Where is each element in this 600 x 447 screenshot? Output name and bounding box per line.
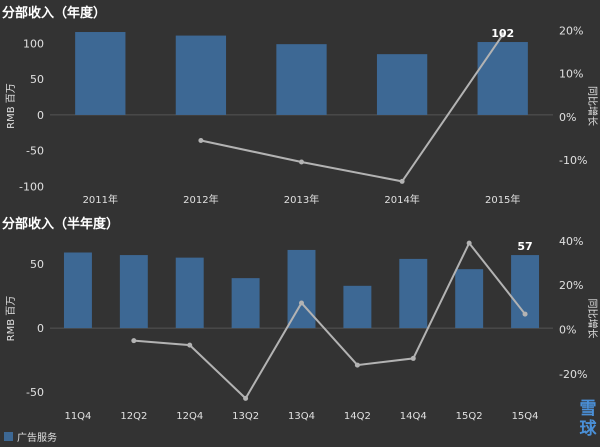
annual-bar <box>276 44 327 115</box>
semiannual-right-tick-label: 40% <box>559 235 583 248</box>
xueqiu-logo: 雪 球 <box>578 398 598 440</box>
chart-legend: 广告服务 <box>4 429 57 444</box>
semiannual-bar <box>119 255 148 329</box>
semiannual-x-tick-label: 12Q4 <box>176 411 203 422</box>
annual-bar <box>75 32 126 115</box>
annual-chart-title: 分部收入（年度） <box>2 6 107 21</box>
semiannual-x-tick-label: 15Q4 <box>512 411 539 422</box>
semiannual-growth-point <box>354 362 360 368</box>
semiannual-x-tick-label: 12Q2 <box>120 411 147 422</box>
semiannual-growth-point <box>299 300 304 306</box>
semiannual-right-tick-label: 0% <box>559 324 576 337</box>
annual-bar <box>175 35 227 115</box>
semiannual-bar <box>287 249 316 329</box>
annual-left-tick-label: 100 <box>23 37 44 50</box>
annual-x-tick-label: 2013年 <box>284 193 319 206</box>
annual-data-label: 102 <box>491 27 514 40</box>
annual-x-tick-label: 2012年 <box>183 193 218 206</box>
legend-label: 广告服务 <box>17 433 57 444</box>
semiannual-growth-point <box>466 240 472 246</box>
semiannual-x-tick-label: 14Q4 <box>400 411 427 422</box>
annual-growth-line <box>200 34 504 183</box>
semiannual-right-tick-label: -20% <box>559 368 587 381</box>
semiannual-left-tick-label: 50 <box>30 258 44 271</box>
semiannual-left-tick-label: 0 <box>37 322 44 335</box>
annual-revenue-chart: -100 -50 0 50 100 -10% 0% 10% 20% RMB 百万 同比增长 2011年… <box>5 25 599 206</box>
semiannual-growth-point <box>187 342 193 348</box>
annual-y-axis-title: RMB 百万 <box>5 83 17 129</box>
annual-left-tick-label: 0 <box>37 109 44 122</box>
semiannual-bar <box>63 252 92 329</box>
logo-char-2: 球 <box>579 419 597 439</box>
annual-y2-axis-title: 同比增长 <box>586 86 599 126</box>
semiannual-growth-line <box>133 241 526 400</box>
semiannual-left-tick-label: -50 <box>26 386 44 399</box>
annual-growth-point <box>399 178 405 184</box>
annual-left-tick-label: -100 <box>19 180 44 193</box>
semiannual-right-tick-label: 20% <box>559 279 583 292</box>
semiannual-growth-point <box>522 311 528 317</box>
logo-char-1: 雪 <box>579 399 597 419</box>
semiannual-x-tick-label: 14Q2 <box>344 411 371 422</box>
semiannual-chart-title: 分部收入（半年度） <box>2 217 120 232</box>
semiannual-bar <box>511 255 540 329</box>
semiannual-x-tick-label: 15Q2 <box>456 411 483 422</box>
semiannual-y-axis-title: RMB 百万 <box>5 296 17 342</box>
annual-right-tick-label: 10% <box>559 68 583 81</box>
semiannual-data-label: 57 <box>517 240 532 253</box>
annual-growth-point <box>500 32 506 38</box>
annual-right-tick-label: -10% <box>559 154 587 167</box>
annual-growth-point <box>299 159 304 165</box>
semiannual-x-tick-label: 13Q4 <box>288 411 315 422</box>
semiannual-x-tick-label: 11Q4 <box>64 411 91 422</box>
annual-growth-point <box>198 137 204 143</box>
semiannual-growth-point <box>410 355 416 361</box>
annual-x-tick-label: 2011年 <box>83 193 118 206</box>
semiannual-bar <box>455 269 484 329</box>
annual-bar <box>376 54 428 115</box>
legend-swatch-icon <box>4 432 13 441</box>
semiannual-x-tick-label: 13Q2 <box>232 411 259 422</box>
annual-right-tick-label: 0% <box>559 111 576 124</box>
annual-left-tick-label: 50 <box>30 73 44 86</box>
annual-x-tick-label: 2015年 <box>485 193 520 206</box>
semiannual-bar <box>343 285 372 329</box>
semiannual-bar <box>399 258 428 329</box>
semiannual-growth-point <box>243 395 249 401</box>
annual-x-tick-label: 2014年 <box>384 193 419 206</box>
semiannual-bar <box>231 278 260 329</box>
annual-right-tick-label: 20% <box>559 25 583 38</box>
semiannual-growth-point <box>131 338 137 344</box>
annual-left-tick-label: -50 <box>26 145 44 158</box>
semiannual-y2-axis-title: 同比增长 <box>586 299 599 339</box>
annual-bar <box>477 42 528 115</box>
semiannual-bar <box>175 257 204 329</box>
